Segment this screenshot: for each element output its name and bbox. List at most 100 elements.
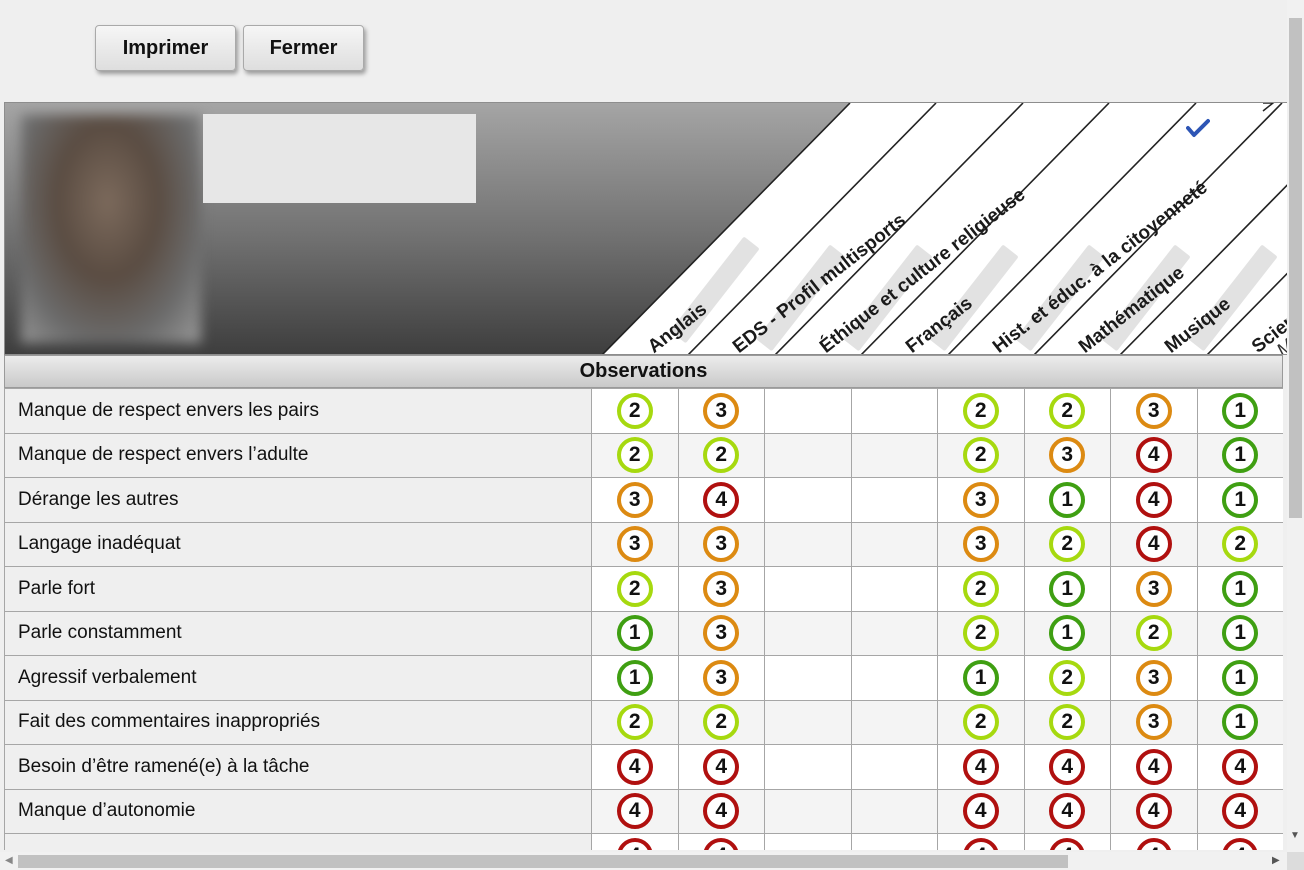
- rating-badge: 3: [703, 659, 740, 696]
- rating-badge: 4: [1135, 437, 1172, 474]
- vertical-scrollbar[interactable]: ▼: [1287, 0, 1304, 852]
- rating-cell: 4: [591, 833, 679, 850]
- rating-badge: 4: [616, 793, 653, 830]
- horizontal-scrollbar[interactable]: ◀ ▶: [0, 852, 1287, 870]
- table-row: Manque de respect envers les pairs 2 3 2 2 3 1: [4, 388, 1283, 434]
- rating-cell: 1: [1196, 610, 1283, 656]
- vertical-scroll-thumb[interactable]: [1289, 18, 1302, 518]
- rating-badge: 2: [962, 704, 999, 741]
- rating-cell: [764, 699, 852, 745]
- rating-cell: [850, 610, 938, 656]
- observation-label: Manque de respect envers les pairs: [4, 388, 592, 434]
- observation-label: Parle fort: [4, 566, 592, 612]
- rating-cell: 3: [1110, 699, 1198, 745]
- rating-badge: 4: [1222, 793, 1259, 830]
- print-button[interactable]: Imprimer: [95, 25, 236, 71]
- rating-cell: [850, 521, 938, 567]
- rating-badge: 2: [1049, 392, 1086, 429]
- scroll-left-arrow-icon[interactable]: ◀: [5, 855, 13, 866]
- rating-cell: 1: [1196, 477, 1283, 523]
- rating-badge: 4: [1049, 793, 1086, 830]
- observations-grid: Manque de respect envers les pairs 2 3 2 2 3 1…: [4, 388, 1283, 850]
- rating-cell: 2: [677, 432, 765, 478]
- table-row: Fait des commentaires inappropriés 2 2 2 2 3 1: [4, 699, 1283, 745]
- rating-cell: 4: [1110, 833, 1198, 850]
- scroll-right-arrow-icon[interactable]: ▶: [1272, 855, 1280, 866]
- rating-cell: 4: [1023, 788, 1111, 834]
- observation-label: [4, 833, 592, 850]
- rating-cell: 3: [591, 477, 679, 523]
- rating-cell: 3: [677, 388, 765, 434]
- rating-cell: 2: [937, 432, 1025, 478]
- observation-label: Manque d’autonomie: [4, 788, 592, 834]
- rating-badge: 4: [1049, 837, 1086, 850]
- student-header: Anglais EDS - Profil multisports Éthique…: [4, 102, 1292, 355]
- rating-cell: [850, 432, 938, 478]
- rating-badge: 3: [962, 481, 999, 518]
- rating-badge: 1: [962, 659, 999, 696]
- rating-badge: 3: [703, 526, 740, 563]
- rating-badge: 3: [1135, 392, 1172, 429]
- rating-badge: 4: [962, 837, 999, 850]
- rating-badge: 1: [616, 659, 653, 696]
- rating-cell: 2: [591, 432, 679, 478]
- rating-badge: 4: [962, 748, 999, 785]
- student-name-box: [203, 114, 476, 203]
- rating-cell: 3: [937, 477, 1025, 523]
- rating-badge: 1: [1049, 615, 1086, 652]
- rating-badge: 2: [1049, 526, 1086, 563]
- rating-cell: 4: [1023, 833, 1111, 850]
- rating-cell: 1: [1196, 655, 1283, 701]
- rating-badge: 3: [962, 526, 999, 563]
- rating-badge: 4: [1135, 526, 1172, 563]
- rating-cell: 2: [1023, 388, 1111, 434]
- rating-badge: 2: [1222, 526, 1259, 563]
- rating-cell: [764, 833, 852, 850]
- rating-cell: 2: [937, 388, 1025, 434]
- rating-cell: 1: [1196, 566, 1283, 612]
- table-row: Besoin d’être ramené(e) à la tâche 4 4 4 4 4 4: [4, 744, 1283, 790]
- rating-cell: 1: [1023, 610, 1111, 656]
- close-button[interactable]: Fermer: [243, 25, 364, 71]
- rating-cell: [764, 655, 852, 701]
- rating-cell: 1: [1023, 566, 1111, 612]
- table-row: Parle fort 2 3 2 1 3 1: [4, 566, 1283, 612]
- rating-badge: 4: [1135, 481, 1172, 518]
- rating-cell: 4: [1023, 744, 1111, 790]
- rating-cell: 1: [1196, 432, 1283, 478]
- rating-badge: 4: [703, 481, 740, 518]
- observation-label: Langage inadéquat: [4, 521, 592, 567]
- rating-cell: [850, 566, 938, 612]
- rating-cell: [764, 432, 852, 478]
- table-row: Manque d’autonomie 4 4 4 4 4 4: [4, 788, 1283, 834]
- rating-badge: 2: [703, 704, 740, 741]
- rating-badge: 1: [1049, 570, 1086, 607]
- rating-badge: 2: [962, 615, 999, 652]
- rating-badge: 3: [616, 526, 653, 563]
- rating-cell: 4: [1110, 521, 1198, 567]
- rating-cell: 4: [1196, 788, 1283, 834]
- observations-table: Manque de respect envers les pairs 2 3 2 2 3 1…: [4, 388, 1283, 850]
- rating-cell: 1: [937, 655, 1025, 701]
- rating-cell: [764, 388, 852, 434]
- rating-cell: 4: [1196, 833, 1283, 850]
- scroll-down-arrow-icon[interactable]: ▼: [1290, 830, 1300, 841]
- rating-badge: 3: [703, 392, 740, 429]
- rating-cell: [850, 788, 938, 834]
- observation-label: Agressif verbalement: [4, 655, 592, 701]
- rating-cell: 1: [591, 655, 679, 701]
- rating-cell: 4: [1110, 477, 1198, 523]
- rating-cell: 2: [1023, 655, 1111, 701]
- table-row: Langage inadéquat 3 3 3 2 4 2: [4, 521, 1283, 567]
- observations-header: Observations: [4, 355, 1283, 388]
- rating-badge: 4: [1049, 748, 1086, 785]
- rating-cell: 3: [937, 521, 1025, 567]
- rating-cell: 2: [591, 388, 679, 434]
- rating-cell: 4: [937, 744, 1025, 790]
- rating-badge: 2: [962, 392, 999, 429]
- rating-cell: [850, 744, 938, 790]
- rating-cell: [850, 833, 938, 850]
- horizontal-scroll-thumb[interactable]: [18, 855, 1068, 868]
- rating-cell: 3: [1023, 432, 1111, 478]
- rating-cell: 4: [591, 788, 679, 834]
